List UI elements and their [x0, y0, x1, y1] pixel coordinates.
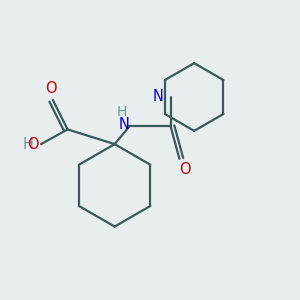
Text: O: O — [27, 136, 39, 152]
Text: H: H — [117, 105, 127, 119]
Text: O: O — [46, 81, 57, 96]
Text: N: N — [152, 89, 163, 104]
Text: N: N — [119, 118, 130, 133]
Text: O: O — [179, 162, 191, 177]
Text: H: H — [23, 136, 34, 152]
